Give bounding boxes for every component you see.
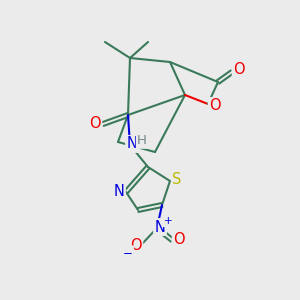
Text: O: O [209,98,221,113]
Text: +: + [164,216,172,226]
Text: O: O [173,232,185,247]
Text: O: O [130,238,142,253]
Text: N: N [114,184,124,200]
Text: N: N [154,220,165,235]
Text: −: − [123,247,133,260]
Text: O: O [89,116,101,130]
Text: N: N [127,136,137,152]
Text: H: H [137,134,147,148]
Text: O: O [233,62,245,77]
Text: S: S [172,172,182,188]
